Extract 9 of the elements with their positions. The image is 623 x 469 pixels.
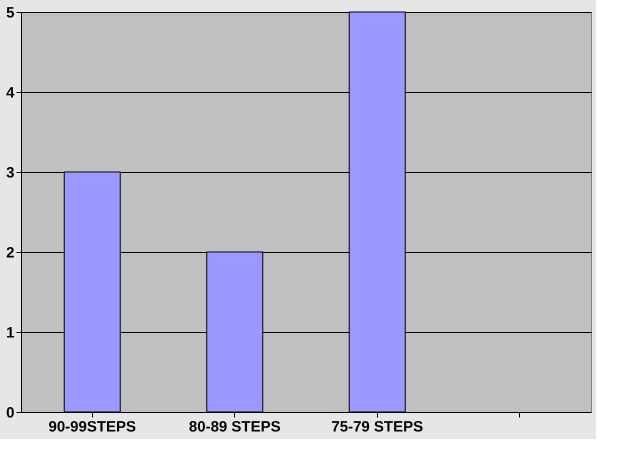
x-tick-label: 80-89 STEPS [188, 418, 281, 436]
y-tick-label: 4 [6, 84, 16, 102]
x-tick-label: 90-99STEPS [48, 418, 136, 436]
y-tick-label: 0 [6, 404, 14, 422]
y-tick-label: 5 [6, 4, 14, 22]
y-tick-label: 3 [6, 164, 14, 182]
x-tick-label: 75-79 STEPS [331, 418, 424, 436]
y-tick-label: 1 [6, 324, 14, 342]
y-tick-label: 2 [6, 244, 14, 262]
